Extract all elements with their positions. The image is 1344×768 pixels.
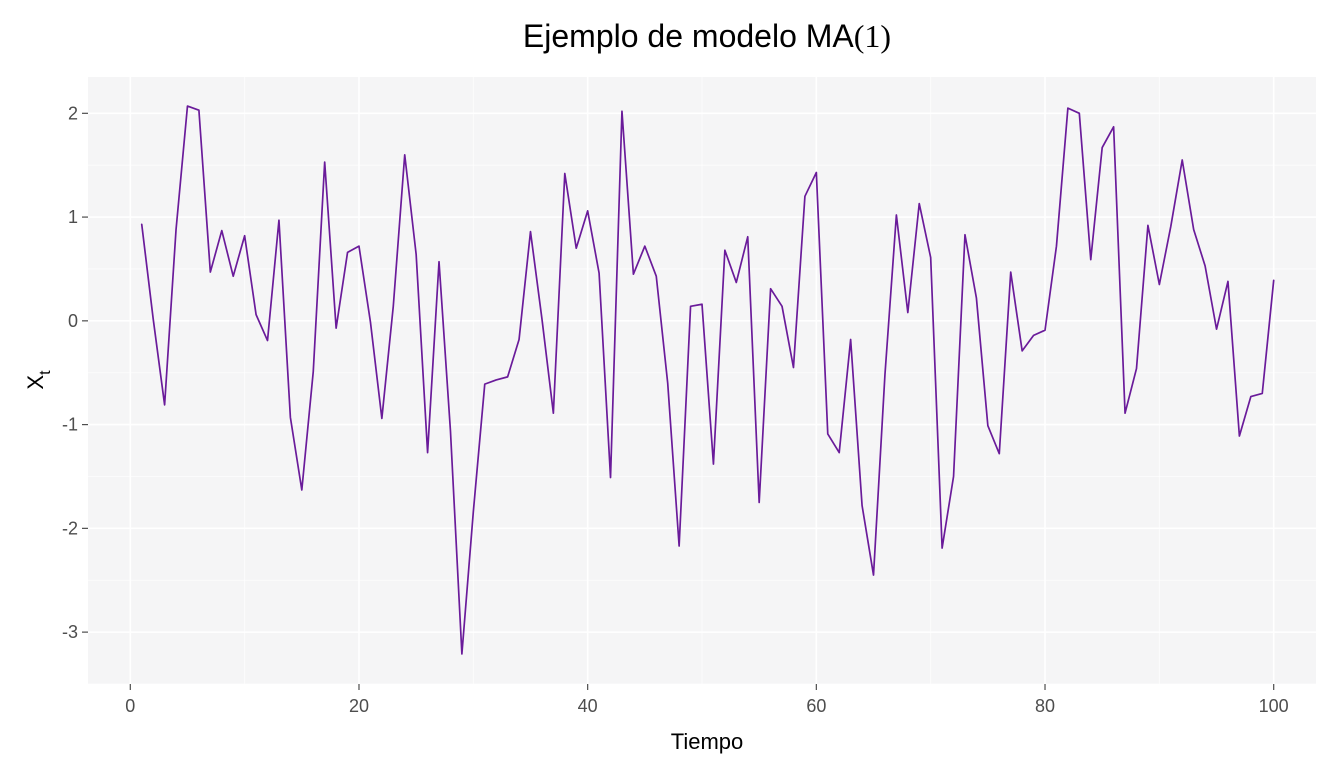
chart-title-paren-open: ( [854,18,865,54]
x-tick-label: 100 [1259,696,1289,716]
axis-ticks: 0 20 40 60 80 100 -3 -2 -1 0 1 2 [62,103,1289,716]
chart-title: Ejemplo de modelo MA(1) [523,18,891,54]
y-tick-label: 0 [68,311,78,331]
x-tick-label: 40 [578,696,598,716]
y-tick-label: 2 [68,103,78,123]
y-tick-label: -3 [62,622,78,642]
y-axis-title: Xt [23,370,54,390]
series-line [140,105,1275,655]
x-tick-label: 80 [1035,696,1055,716]
grid-lines [88,77,1316,685]
y-axis-title-subscript: t [37,370,54,375]
chart-title-main: Ejemplo de modelo MA [523,18,854,54]
chart-title-order: 1 [864,18,880,54]
x-tick-label: 60 [806,696,826,716]
y-tick-label: 1 [68,207,78,227]
x-axis-title: Tiempo [671,729,744,754]
y-axis-title-main: X [23,375,48,390]
y-tick-label: -2 [62,518,78,538]
x-tick-label: 0 [125,696,135,716]
y-tick-label: -1 [62,415,78,435]
series-layer [140,105,1275,655]
chart-title-paren-close: ) [880,18,891,54]
x-tick-label: 20 [349,696,369,716]
